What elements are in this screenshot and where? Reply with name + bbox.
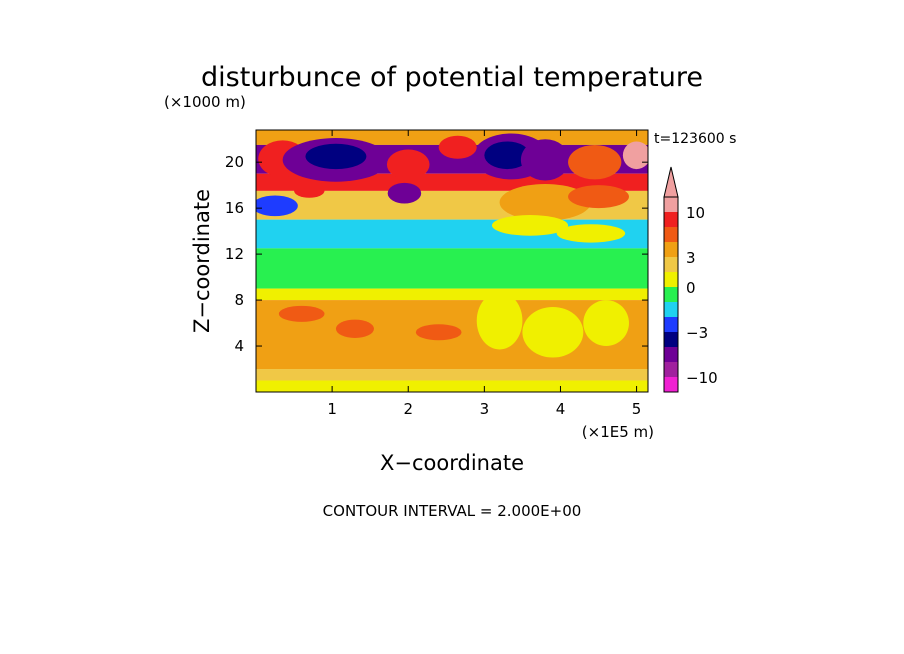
y-tick-label: 8 bbox=[234, 291, 244, 309]
anomaly-11 bbox=[294, 184, 325, 198]
anomaly-15 bbox=[491, 215, 569, 236]
band-6 bbox=[256, 288, 648, 301]
x-axis: 1 2 3 4 5 bbox=[327, 130, 641, 418]
anomaly-21 bbox=[278, 305, 325, 322]
band-9 bbox=[256, 380, 648, 392]
colorbar-label: −3 bbox=[686, 324, 708, 342]
x-tick-label: 1 bbox=[327, 400, 337, 418]
anomaly-10 bbox=[387, 182, 422, 204]
x-tick-label: 5 bbox=[632, 400, 642, 418]
colorbar-swatch bbox=[664, 347, 678, 362]
colorbar-swatch bbox=[664, 332, 678, 347]
colorbar: 10 3 0 −3 −10 bbox=[663, 166, 718, 393]
colorbar-swatch bbox=[664, 242, 678, 257]
colorbar-swatch bbox=[664, 287, 678, 302]
y-tick-label: 12 bbox=[225, 245, 244, 263]
x-tick-label: 4 bbox=[556, 400, 566, 418]
colorbar-swatch bbox=[664, 272, 678, 287]
y-axis: 4 8 12 16 20 bbox=[225, 153, 648, 355]
contour-field bbox=[256, 130, 648, 392]
anomaly-5 bbox=[484, 141, 531, 170]
contour-interval-label: CONTOUR INTERVAL = 2.000E+00 bbox=[323, 502, 582, 520]
anomaly-12 bbox=[499, 184, 591, 221]
x-tick-label: 3 bbox=[480, 400, 490, 418]
colorbar-label: −10 bbox=[686, 369, 718, 387]
anomaly-13 bbox=[568, 185, 629, 209]
colorbar-swatch bbox=[664, 197, 678, 212]
anomaly-2 bbox=[305, 143, 367, 170]
anomaly-20 bbox=[335, 319, 374, 338]
band-5 bbox=[256, 248, 648, 289]
anomaly-14 bbox=[256, 195, 298, 217]
chart-title: disturbunce of potential temperature bbox=[201, 62, 703, 93]
colorbar-label: 10 bbox=[686, 204, 705, 222]
anomaly-19 bbox=[583, 300, 629, 347]
anomaly-17 bbox=[476, 292, 523, 350]
x-axis-label: X−coordinate bbox=[380, 451, 524, 475]
colorbar-label: 3 bbox=[686, 249, 696, 267]
anomaly-16 bbox=[556, 224, 626, 243]
colorbar-swatch bbox=[664, 212, 678, 227]
colorbar-swatch bbox=[664, 362, 678, 377]
colorbar-swatch bbox=[664, 257, 678, 272]
colorbar-swatch bbox=[664, 302, 678, 317]
anomaly-3 bbox=[386, 149, 430, 180]
y-tick-label: 4 bbox=[234, 337, 244, 355]
anomaly-22 bbox=[415, 324, 462, 341]
anomaly-18 bbox=[522, 306, 584, 358]
colorbar-swatch bbox=[664, 317, 678, 332]
anomaly-8 bbox=[568, 144, 622, 180]
y-unit-label: (×1000 m) bbox=[164, 93, 246, 111]
plot-frame bbox=[255, 129, 649, 393]
colorbar-swatch bbox=[664, 227, 678, 242]
band-8 bbox=[256, 369, 648, 381]
colorbar-frame bbox=[663, 196, 679, 393]
anomaly-9 bbox=[622, 141, 648, 170]
time-label: t=123600 s bbox=[654, 131, 736, 147]
y-tick-label: 16 bbox=[225, 199, 244, 217]
x-tick-label: 2 bbox=[403, 400, 413, 418]
anomaly-6 bbox=[520, 139, 570, 181]
colorbar-swatch bbox=[664, 377, 678, 392]
colorbar-arrow bbox=[663, 166, 679, 198]
y-tick-label: 20 bbox=[225, 153, 244, 171]
y-axis-label: Z−coordinate bbox=[190, 189, 214, 333]
colorbar-label: 0 bbox=[686, 279, 696, 297]
x-unit-label: (×1E5 m) bbox=[582, 423, 654, 441]
anomaly-7 bbox=[438, 135, 477, 159]
